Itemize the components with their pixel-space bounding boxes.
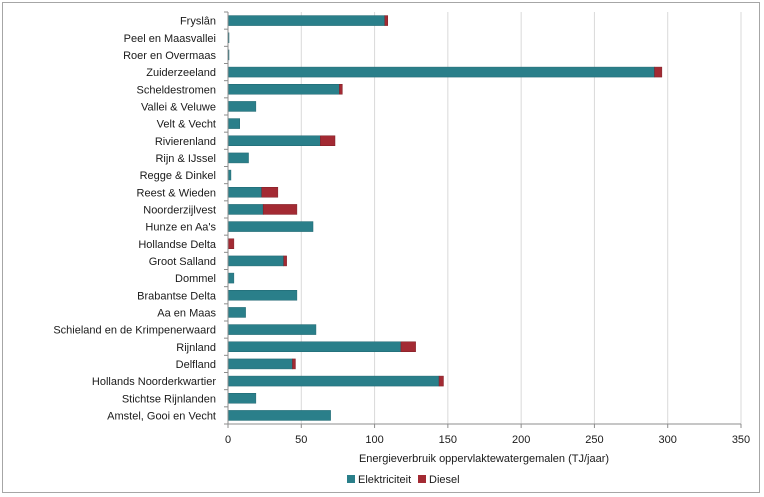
bar-elektriciteit <box>227 341 402 352</box>
legend: Elektriciteit Diesel <box>347 474 460 486</box>
category-label: Velt & Vecht <box>157 119 216 131</box>
category-label: Rijn & IJssel <box>155 153 216 165</box>
category-label: Fryslân <box>180 16 216 28</box>
bar-elektriciteit <box>227 255 284 267</box>
bar-diesel <box>292 358 296 370</box>
bars <box>227 15 663 421</box>
category-label: Peel en Maasvallei <box>124 33 216 45</box>
category-label: Delfland <box>176 359 216 371</box>
category-label: Schieland en de Krimpenerwaard <box>53 325 216 337</box>
bar-diesel <box>400 341 416 352</box>
bar-diesel <box>227 238 235 249</box>
bar-elektriciteit <box>227 118 240 129</box>
bar-diesel <box>654 66 663 78</box>
x-tick-label: 150 <box>439 434 457 446</box>
bar-elektriciteit <box>227 84 340 95</box>
x-tick-label: 100 <box>365 434 383 446</box>
bar-elektriciteit <box>227 187 262 198</box>
bar-diesel <box>384 15 389 26</box>
category-label: Stichtse Rijnlanden <box>122 393 216 405</box>
legend-swatch-elektriciteit <box>347 475 355 483</box>
category-labels: Fryslân Peel en Maasvallei Roer en Overmaa… <box>53 16 217 423</box>
bar-elektriciteit <box>227 135 321 146</box>
category-label: Rivierenland <box>155 136 216 148</box>
x-tick-label: 50 <box>295 434 307 446</box>
bar-diesel <box>261 187 279 198</box>
x-tick-label: 0 <box>225 434 231 446</box>
category-label: Regge & Dinkel <box>140 170 216 182</box>
category-label: Hunze en Aa's <box>145 222 216 234</box>
legend-swatch-diesel <box>418 475 426 483</box>
x-axis-title: Energieverbruik oppervlaktewatergemalen … <box>359 453 609 465</box>
bar-elektriciteit <box>227 101 257 112</box>
bar-elektriciteit <box>227 324 317 335</box>
bar-diesel <box>438 375 444 387</box>
category-label: Aa en Maas <box>157 307 216 319</box>
category-label: Roer en Overmaas <box>123 50 216 62</box>
category-label: Hollands Noorderkwartier <box>92 376 216 388</box>
category-label: Groot Salland <box>149 256 216 268</box>
bar-elektriciteit <box>227 66 655 78</box>
category-label: Reest & Wieden <box>137 187 216 199</box>
category-label: Vallei & Veluwe <box>141 101 216 113</box>
bar-diesel <box>262 204 298 215</box>
category-label: Amstel, Gooi en Vecht <box>107 410 216 422</box>
x-tick-labels: 0 50 100 150 200 250 300 350 <box>225 434 750 446</box>
grid-lines <box>300 12 742 424</box>
bar-elektriciteit <box>227 290 298 301</box>
x-tick-label: 250 <box>585 434 603 446</box>
bar-diesel <box>339 84 343 95</box>
bar-elektriciteit <box>227 393 257 404</box>
category-label: Brabantse Delta <box>137 290 217 302</box>
bar-diesel <box>283 255 287 267</box>
bar-elektriciteit <box>227 15 386 26</box>
bar-diesel <box>320 135 336 146</box>
x-tick-label: 200 <box>512 434 530 446</box>
category-label: Scheldestromen <box>137 84 217 96</box>
legend-label-elektriciteit: Elektriciteit <box>358 474 411 486</box>
category-label: Noorderzijlvest <box>143 204 216 216</box>
axes <box>224 11 742 428</box>
bar-elektriciteit <box>227 375 440 387</box>
bar-elektriciteit <box>227 272 235 284</box>
bar-elektriciteit <box>227 221 314 232</box>
bar-elektriciteit <box>227 307 246 318</box>
bar-elektriciteit <box>227 358 293 370</box>
category-label: Zuiderzeeland <box>146 67 216 79</box>
x-tick-label: 300 <box>659 434 677 446</box>
bar-elektriciteit <box>227 152 249 164</box>
category-label: Hollandse Delta <box>138 239 217 251</box>
x-tick-label: 350 <box>732 434 750 446</box>
bar-elektriciteit <box>227 410 331 421</box>
category-label: Dommel <box>175 273 216 285</box>
bar-elektriciteit <box>227 204 264 215</box>
legend-label-diesel: Diesel <box>429 474 460 486</box>
category-label: Rijnland <box>176 342 216 354</box>
